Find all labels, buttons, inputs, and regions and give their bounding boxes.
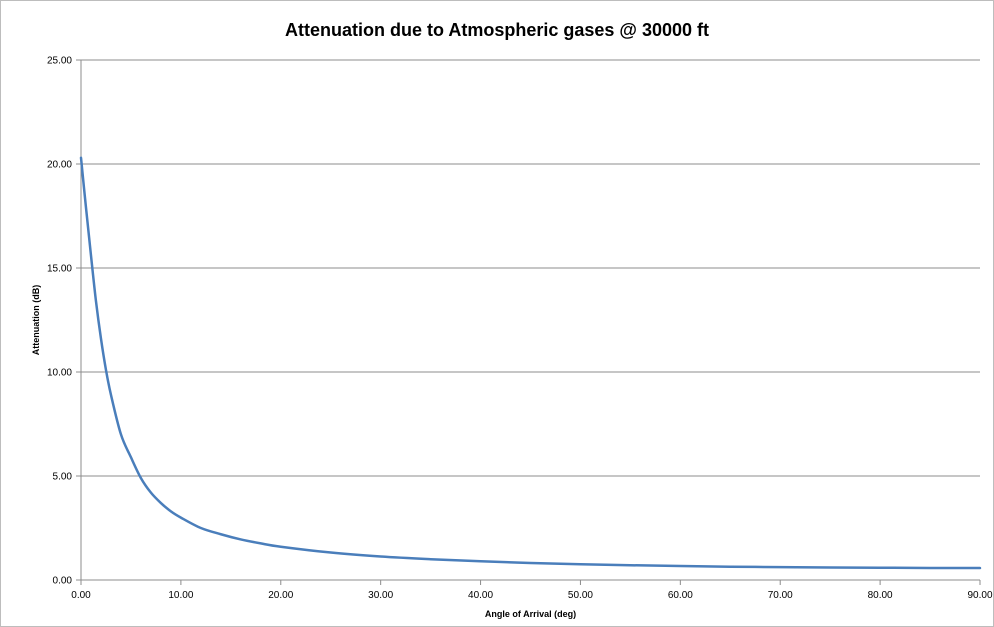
y-tick-label: 5.00	[53, 472, 73, 483]
x-tick-label: 30.00	[368, 590, 393, 601]
x-tick-label: 0.00	[71, 590, 91, 601]
y-tick-label: 0.00	[53, 576, 73, 587]
y-tick-label: 15.00	[47, 264, 72, 275]
gridlines	[81, 59, 980, 477]
x-tick-label: 10.00	[168, 590, 193, 601]
x-tick-label: 80.00	[868, 590, 893, 601]
x-tick-label: 20.00	[268, 590, 293, 601]
x-tick-label: 50.00	[568, 590, 593, 601]
x-tick-label: 70.00	[768, 590, 793, 601]
chart-title: Attenuation due to Atmospheric gases @ 3…	[285, 20, 709, 40]
axes	[76, 59, 981, 585]
series-layer	[79, 156, 982, 570]
x-tick-label: 60.00	[668, 590, 693, 601]
y-tick-label: 25.00	[47, 56, 72, 67]
x-tick-label: 40.00	[468, 590, 493, 601]
series-line	[79, 156, 982, 570]
x-tick-label: 90.00	[967, 590, 992, 601]
y-tick-label: 20.00	[47, 160, 72, 171]
x-axis-title: Angle of Arrival (deg)	[485, 609, 576, 619]
y-tick-label: 10.00	[47, 368, 72, 379]
tick-labels: 0.00 5.00 10.00 15.00 20.00 25.00 0.00 10.00 20.…	[47, 56, 993, 602]
y-axis-title: Attenuation (dB)	[31, 285, 41, 355]
